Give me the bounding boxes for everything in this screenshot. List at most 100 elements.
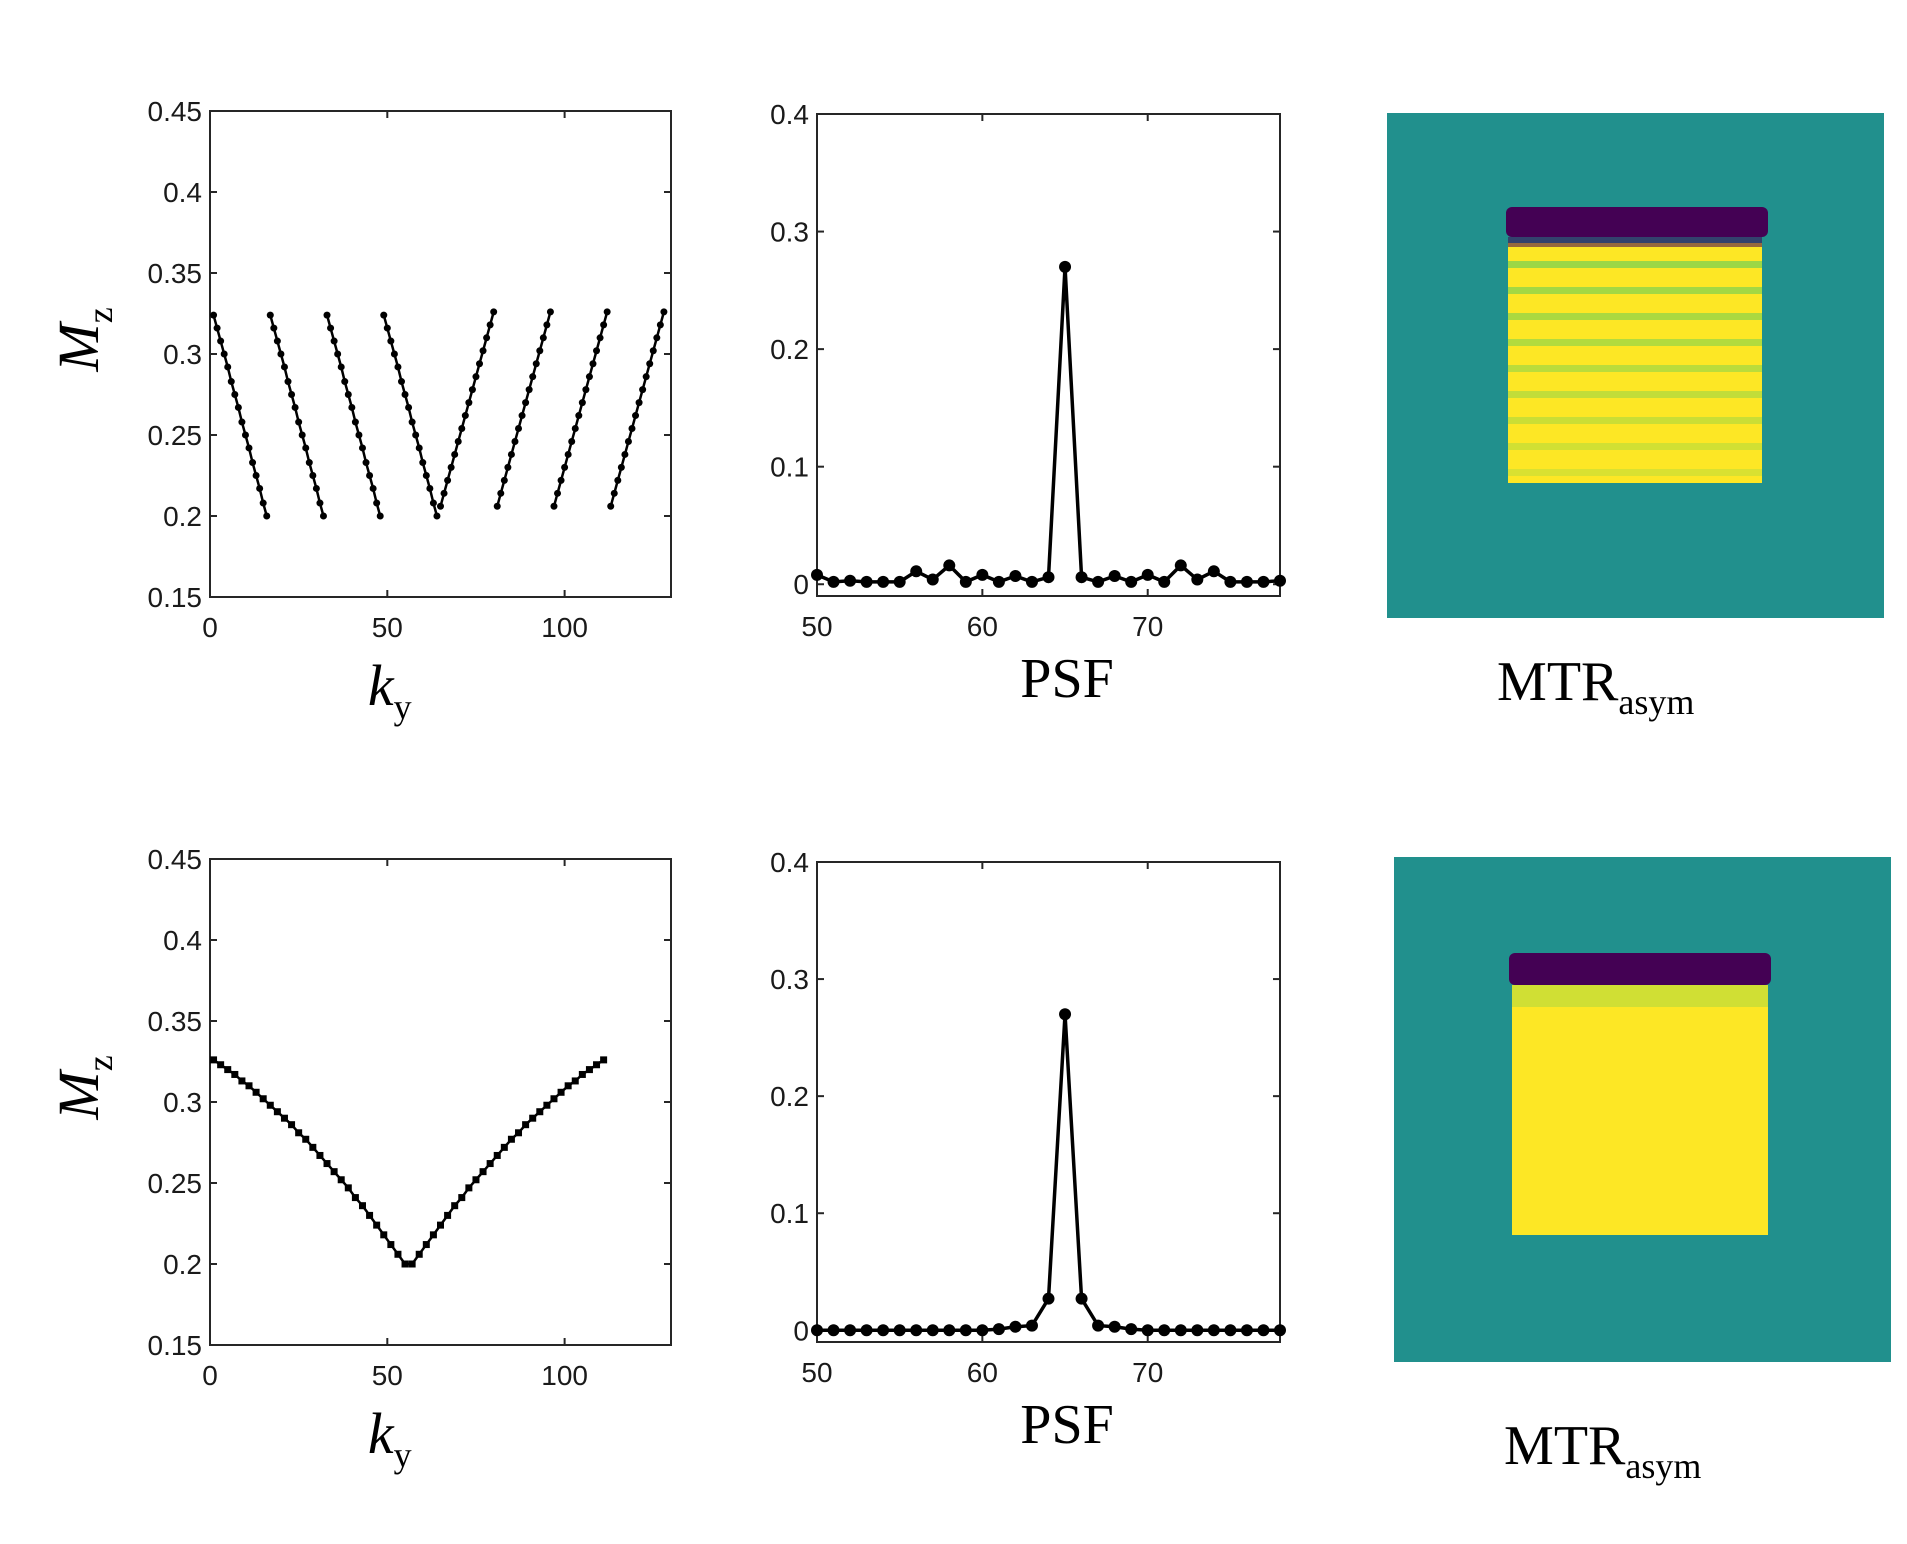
data-point [408,418,416,426]
data-point [522,1121,530,1129]
data-point [220,350,228,358]
y-axis-label: Mz [46,307,120,372]
y-tick-label: 0.15 [148,1330,203,1361]
data-point [422,472,430,479]
psf-point [1174,559,1187,572]
data-point [571,425,579,433]
psf-point [1207,1324,1220,1337]
psf-point [877,1324,890,1337]
data-point [585,1066,593,1074]
data-point [295,1129,303,1137]
data-point [305,459,313,467]
data-point [394,363,402,371]
psf-point [1158,1324,1171,1337]
psf-point [992,1323,1005,1336]
data-point [249,459,257,467]
y-tick-label: 0.4 [163,925,202,956]
data-point [231,391,239,398]
series-line [552,311,609,507]
psf-point [1075,571,1088,584]
data-point [217,1061,225,1069]
chart-top-middle: 50 60 70 0 0.1 0.2 0.3 0.4 PSF [770,99,1286,710]
data-point [302,1135,310,1143]
data-point [511,437,519,445]
x-tick-label: 100 [541,612,588,643]
data-point [309,1143,317,1151]
data-point [277,350,285,358]
psf-point [860,1324,873,1337]
x-tick-label: 70 [1132,611,1163,642]
x-axis-label: MTRasym [1497,651,1694,722]
y-tick-label: 0.2 [770,1081,809,1112]
data-point [263,512,271,520]
data-point [642,373,650,381]
data-point [497,489,505,497]
data-point [252,1088,260,1096]
data-point [309,472,317,479]
data-point [479,1168,487,1176]
data-point [561,463,569,471]
data-point [600,1056,608,1064]
y-tick-label: 0.45 [148,844,203,875]
y-tick-label: 0.3 [163,339,202,370]
data-point [649,347,657,355]
psf-point [1257,1324,1270,1337]
psf-point [1207,565,1220,578]
data-point [387,1241,395,1249]
data-point [593,347,601,355]
data-point [362,459,370,467]
data-point [632,412,640,420]
psf-point [811,1324,823,1337]
x-tick-label: 50 [372,1360,403,1391]
psf-point [1059,1008,1072,1021]
psf-point [1092,575,1105,588]
psf-point [1042,571,1055,584]
data-point [525,386,533,394]
data-point [433,512,441,520]
plot-frame [209,858,672,1346]
data-point [323,1160,331,1168]
data-point [217,337,225,345]
data-point [330,1168,338,1176]
y-tick-label: 0 [793,1315,809,1346]
series-line [382,314,439,517]
y-tick-label: 0 [793,569,809,600]
psf-point [1025,575,1038,588]
data-point [302,444,310,452]
data-point [383,324,391,332]
data-point [288,391,296,398]
data-point [405,403,413,411]
data-point [394,1250,402,1258]
phantom-block [1508,243,1762,483]
data-point [266,311,274,319]
x-axis-label: ky [368,653,412,727]
data-point [291,403,299,411]
psf-point [893,1324,906,1337]
data-point [500,476,508,484]
data-point [639,386,647,394]
data-point [461,412,469,420]
dark-band [1506,207,1768,237]
psf-point [1224,575,1237,588]
y-tick-label: 0.35 [148,258,203,289]
x-tick-label: 60 [967,1357,998,1388]
y-tick-label: 0.45 [148,96,203,127]
data-point [241,431,249,439]
psf-point [910,565,923,578]
data-point [280,1114,288,1122]
series-line [212,1058,605,1266]
data-point [543,1101,551,1109]
data-point [390,350,398,358]
data-point [344,391,352,398]
psf-line [816,266,1281,584]
data-point [447,463,455,471]
data-point [224,363,232,371]
data-point [507,1135,515,1143]
data-point [472,1176,480,1184]
data-point [578,399,586,407]
x-tick-label: 50 [801,611,832,642]
psf-point [1274,1324,1286,1337]
x-tick-label: 50 [372,612,403,643]
series-line [496,311,552,507]
data-point [348,403,356,411]
